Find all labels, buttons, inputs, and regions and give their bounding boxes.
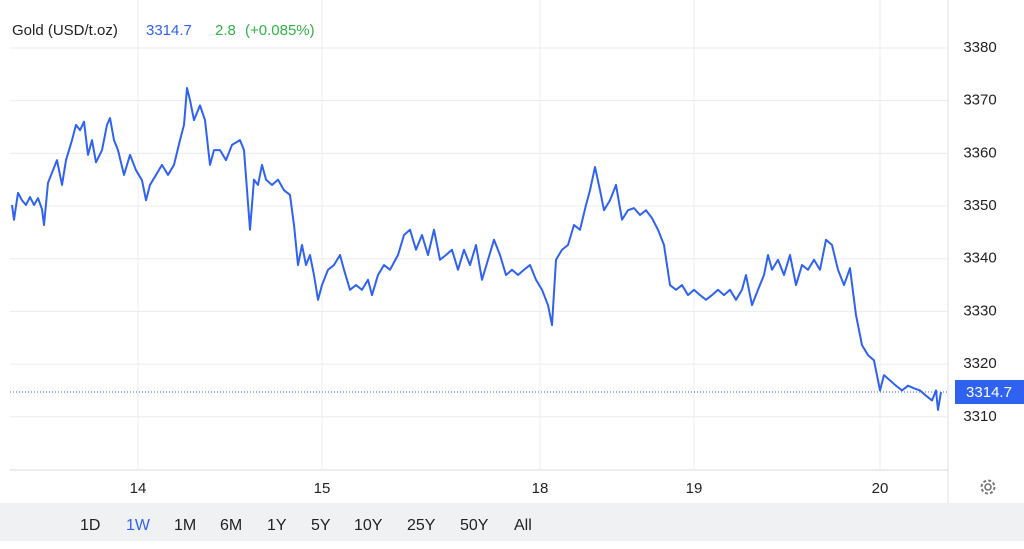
chart-title: Gold (USD/t.oz) [12, 22, 118, 39]
last-price-badge [955, 380, 1024, 405]
range-button[interactable]: 5Y [311, 517, 331, 534]
x-tick-label: 14 [130, 480, 147, 497]
last-price-badge-label: 3314.7 [966, 384, 1012, 401]
y-tick-label: 3360 [963, 144, 996, 161]
x-tick-label: 19 [686, 480, 703, 497]
range-button[interactable]: 1W [126, 517, 150, 534]
y-tick-label: 3320 [963, 355, 996, 372]
range-button[interactable]: 10Y [354, 517, 383, 534]
y-tick-label: 3310 [963, 408, 996, 425]
x-tick-label: 20 [872, 480, 889, 497]
y-tick-label: 3380 [963, 39, 996, 56]
settings-icon[interactable] [980, 479, 996, 495]
change-percent: (+0.085%) [245, 22, 315, 39]
y-tick-label: 3330 [963, 302, 996, 319]
range-button[interactable]: 1Y [267, 517, 287, 534]
range-button[interactable]: 25Y [407, 517, 436, 534]
x-tick-label: 15 [314, 480, 331, 497]
range-bar: 1D 1W 1M 6M 1Y 5Y 10Y 25Y 50Y All [0, 503, 1024, 541]
chart: Gold (USD/t.oz) 3314.7 2.8 (+0.085%) 331… [10, 0, 1024, 503]
y-tick-label: 3350 [963, 197, 996, 214]
y-tick-label: 3370 [963, 92, 996, 109]
y-tick-label: 3340 [963, 250, 996, 267]
range-button[interactable]: 1M [174, 517, 197, 534]
last-price: 3314.7 [146, 22, 192, 39]
range-button[interactable]: 6M [220, 517, 243, 534]
change: 2.8 [215, 22, 236, 39]
range-button[interactable]: 1D [80, 517, 101, 534]
range-button[interactable]: 50Y [460, 517, 489, 534]
x-tick-label: 18 [532, 480, 549, 497]
range-button[interactable]: All [514, 517, 532, 534]
price-line [11, 86, 942, 411]
